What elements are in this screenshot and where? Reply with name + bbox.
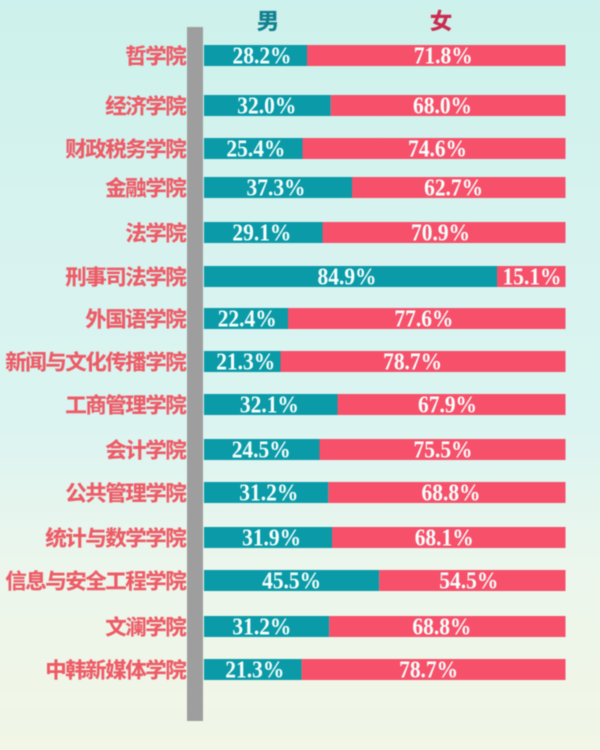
svg-text:68.8%: 68.8% bbox=[422, 481, 481, 507]
svg-text:25.4%: 25.4% bbox=[226, 137, 285, 163]
svg-text:68.1%: 68.1% bbox=[415, 526, 474, 552]
svg-text:31.2%: 31.2% bbox=[232, 615, 291, 641]
svg-text:21.3%: 21.3% bbox=[225, 658, 284, 684]
svg-text:70.9%: 70.9% bbox=[411, 221, 470, 247]
svg-text:32.1%: 32.1% bbox=[240, 393, 299, 419]
svg-text:21.3%: 21.3% bbox=[216, 350, 275, 376]
svg-text:75.5%: 75.5% bbox=[414, 438, 473, 464]
svg-text:29.1%: 29.1% bbox=[232, 221, 291, 247]
svg-text:22.4%: 22.4% bbox=[218, 307, 277, 333]
svg-text:54.5%: 54.5% bbox=[439, 569, 498, 595]
svg-text:68.8%: 68.8% bbox=[412, 615, 471, 641]
svg-text:31.2%: 31.2% bbox=[239, 481, 298, 507]
svg-text:24.5%: 24.5% bbox=[232, 438, 291, 464]
svg-text:84.9%: 84.9% bbox=[318, 265, 377, 291]
svg-text:45.5%: 45.5% bbox=[262, 569, 321, 595]
svg-text:62.7%: 62.7% bbox=[424, 176, 483, 202]
svg-text:28.2%: 28.2% bbox=[233, 44, 292, 70]
svg-text:71.8%: 71.8% bbox=[414, 44, 473, 70]
svg-text:37.3%: 37.3% bbox=[247, 176, 306, 202]
svg-text:67.9%: 67.9% bbox=[418, 393, 477, 419]
svg-text:78.7%: 78.7% bbox=[383, 350, 442, 376]
svg-text:77.6%: 77.6% bbox=[394, 307, 453, 333]
svg-text:31.9%: 31.9% bbox=[242, 526, 301, 552]
svg-text:32.0%: 32.0% bbox=[237, 94, 296, 120]
svg-text:74.6%: 74.6% bbox=[408, 137, 467, 163]
svg-text:15.1%: 15.1% bbox=[503, 265, 562, 291]
svg-text:68.0%: 68.0% bbox=[413, 94, 472, 120]
svg-text:78.7%: 78.7% bbox=[399, 658, 458, 684]
